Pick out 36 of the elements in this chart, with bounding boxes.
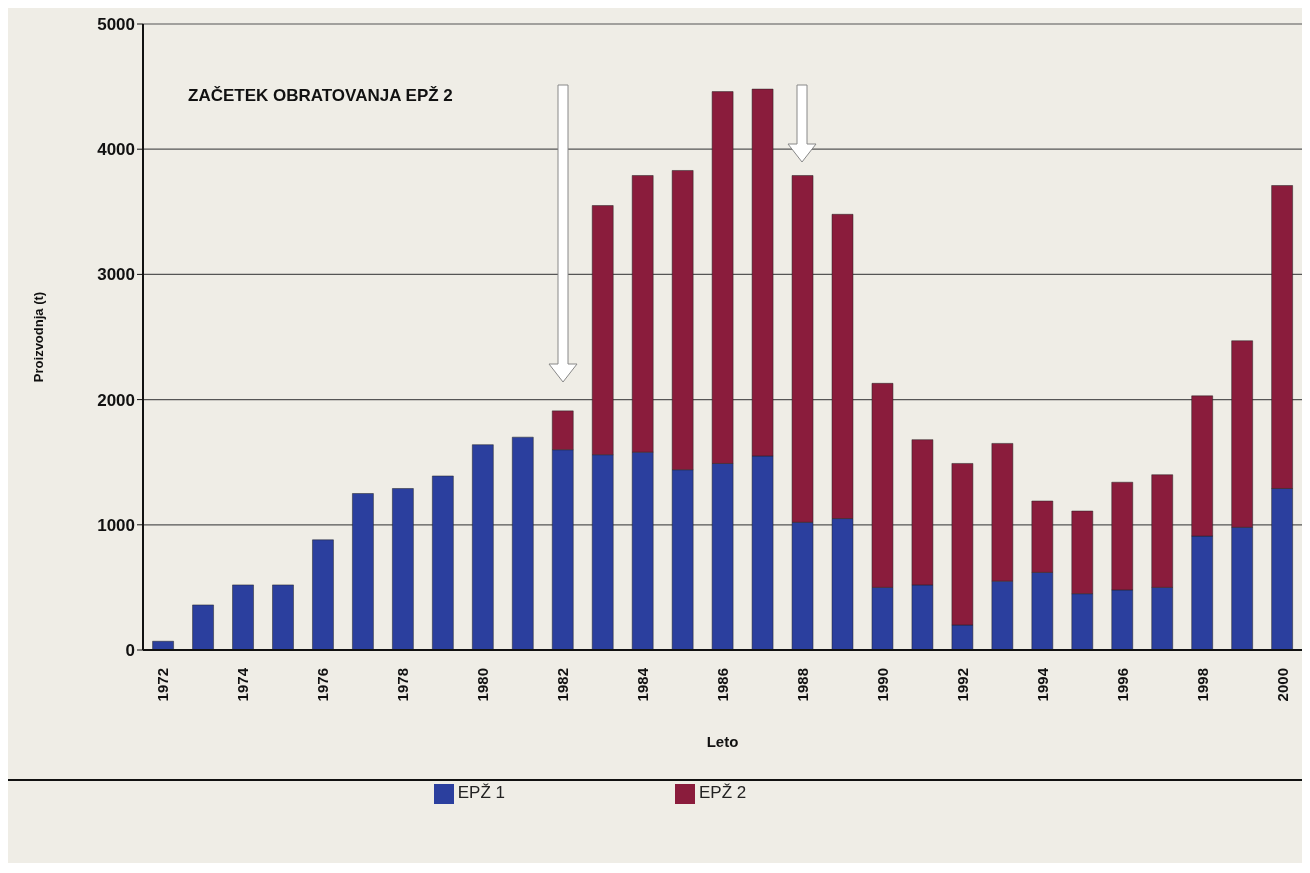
bar [432, 475, 454, 650]
legend-label: EPŽ 2 [699, 783, 747, 802]
legend-label: EPŽ 1 [457, 783, 505, 802]
x-tick-label: 1976 [314, 668, 332, 702]
x-tick-label: 1986 [714, 668, 731, 702]
bar [192, 604, 214, 650]
y-tick-label: 5000 [97, 15, 135, 35]
x-tick-label: 1998 [1193, 668, 1211, 702]
x-axis-title: Leto [706, 733, 739, 750]
bar [232, 584, 254, 650]
x-tick-label: 1994 [1033, 667, 1051, 702]
bar [512, 436, 534, 650]
annotation: ZAČETEK OBRATOVANJA EPŽ 2 [188, 86, 453, 106]
x-tick-label: 1980 [474, 668, 492, 702]
y-tick-label: 0 [125, 641, 135, 661]
x-tick-label: 1996 [1113, 668, 1131, 702]
x-tick-label: 1990 [873, 668, 891, 702]
x-tick-label: 1982 [554, 668, 572, 702]
x-tick-label: 1984 [634, 667, 652, 702]
y-axis-title: Proizvodnja (t) [30, 291, 46, 383]
y-tick-label: 4000 [97, 140, 135, 160]
x-tick-label: 1988 [793, 668, 811, 702]
y-tick-label: 2000 [97, 390, 135, 410]
x-tick-label: 1974 [234, 667, 252, 702]
bar [152, 640, 174, 650]
x-tick-label: 2000 [1273, 668, 1291, 702]
bar [312, 539, 334, 650]
x-tick-label: 1972 [154, 668, 172, 702]
bar [392, 488, 414, 650]
y-tick-label: 3000 [97, 265, 135, 285]
x-tick-label: 1978 [394, 668, 412, 702]
bar [472, 444, 494, 650]
y-tick-label: 1000 [97, 515, 135, 535]
bar [352, 493, 374, 650]
bar [272, 584, 294, 650]
x-tick-label: 1992 [953, 668, 971, 702]
